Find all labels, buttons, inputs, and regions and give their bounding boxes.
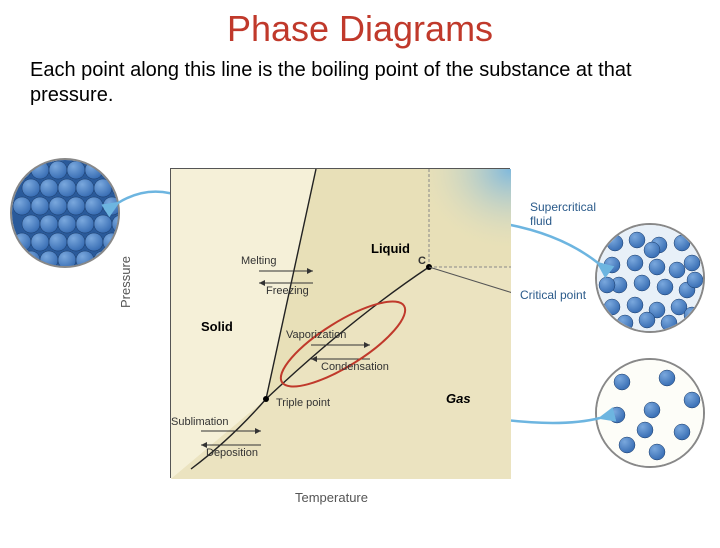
subtitle-text: Each point along this line is the boilin… xyxy=(30,58,690,108)
label-sublimation: Sublimation xyxy=(171,416,228,428)
label-critical-ext: Critical point xyxy=(520,288,586,302)
y-axis-label: Pressure xyxy=(118,256,133,308)
region-liquid: Liquid xyxy=(371,241,410,256)
x-axis-label: Temperature xyxy=(295,490,368,505)
label-vaporization: Vaporization xyxy=(286,329,346,341)
molecule-view-supercritical xyxy=(595,223,705,333)
region-solid: Solid xyxy=(201,319,233,334)
label-melting: Melting xyxy=(241,255,276,267)
label-freezing: Freezing xyxy=(266,285,309,297)
label-condensation: Condensation xyxy=(321,361,389,373)
molecule-view-solid xyxy=(10,158,120,268)
label-supercritical: Supercritical fluid xyxy=(530,200,596,228)
label-c: C xyxy=(418,255,426,267)
phase-diagram-chart: Solid Liquid Gas C Melting Freezing Vapo… xyxy=(170,168,510,478)
diagram-container: Pressure Temperature Supercritical fluid… xyxy=(0,158,720,528)
label-triplepoint: Triple point xyxy=(276,397,330,409)
region-gas: Gas xyxy=(446,391,471,406)
page-title: Phase Diagrams xyxy=(0,8,720,50)
label-deposition: Deposition xyxy=(206,447,258,459)
molecule-view-gas xyxy=(595,358,705,468)
